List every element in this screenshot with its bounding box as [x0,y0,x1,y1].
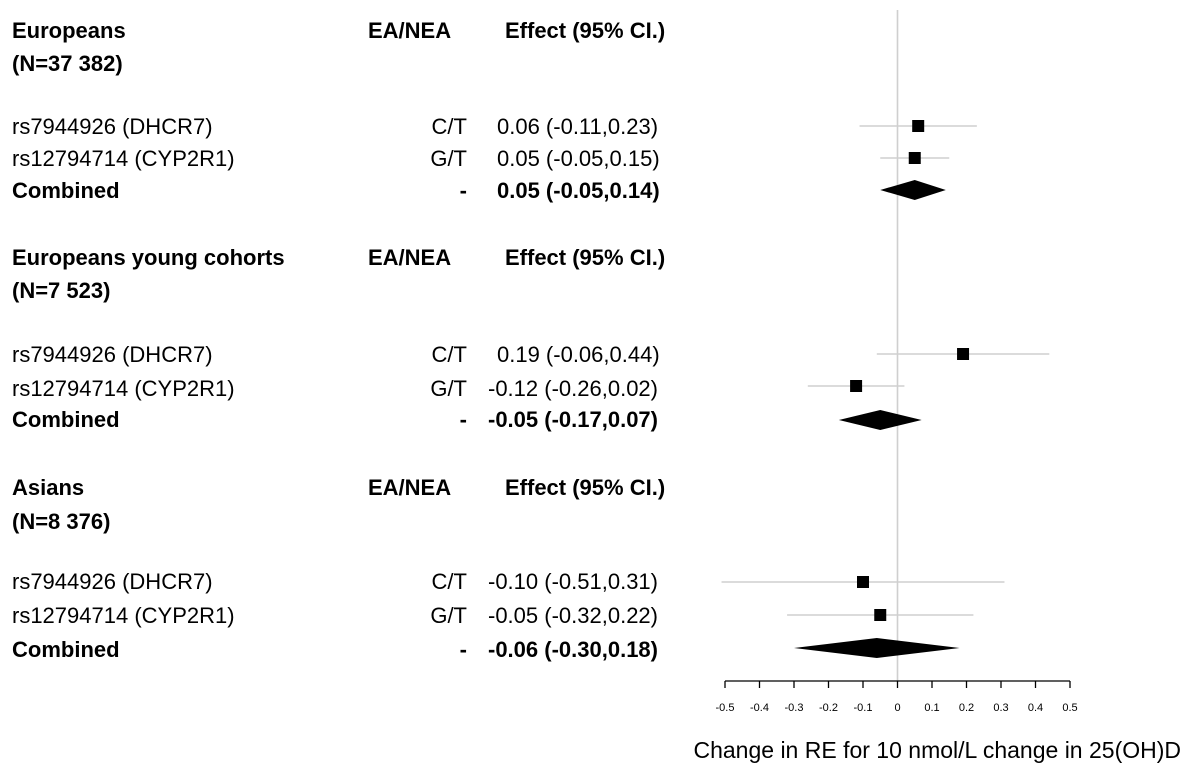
estimate-square [957,348,970,360]
estimate-square [850,380,863,392]
row-ea: G/T [430,376,467,401]
row-ea: G/T [430,146,467,171]
row-effect-combined: 0.05 (-0.05,0.14) [497,178,660,203]
x-tick-label: -0.3 [785,702,804,714]
row-effect-combined: -0.05 (-0.17,0.07) [488,407,658,432]
estimate-square [874,609,887,621]
x-tick-label: 0.1 [924,702,939,714]
x-axis-label: Change in RE for 10 nmol/L change in 25(… [693,737,1181,763]
col-header-effect: Effect (95% CI.) [505,475,666,500]
col-header-effect: Effect (95% CI.) [505,245,666,270]
row-ea: C/T [431,569,467,594]
row-label: rs12794714 (CYP2R1) [12,603,235,628]
group-sample-size: (N=7 523) [12,278,111,303]
group-sample-size: (N=8 376) [12,509,111,534]
x-axis: -0.5 -0.4 -0.3 -0.2 -0.1 0 0.1 0.2 0.3 0.4 0.5 [716,680,1078,714]
forest-table: Europeans (N=37 382) EA/NEA Effect (95% … [12,18,666,662]
col-header-ea: EA/NEA [368,475,452,500]
group-sample-size: (N=37 382) [12,51,123,76]
combined-diamond [794,638,960,658]
col-header-effect: Effect (95% CI.) [505,18,666,43]
group-title: Asians [12,475,85,500]
x-tick-label: -0.1 [854,702,873,714]
row-ea: G/T [430,603,467,628]
x-tick-label: -0.4 [750,702,769,714]
row-ea: - [459,637,467,662]
estimate-square [857,576,869,588]
col-header-ea: EA/NEA [368,18,452,43]
row-label: rs7944926 (DHCR7) [12,114,213,139]
x-tick-label: -0.2 [819,702,838,714]
row-effect: -0.12 (-0.26,0.02) [488,376,658,401]
row-ea: - [459,178,467,203]
row-label-combined: Combined [12,178,120,203]
estimate-markers-layer [794,120,970,658]
row-effect: 0.19 (-0.06,0.44) [497,342,660,367]
row-effect-combined: -0.06 (-0.30,0.18) [488,637,658,662]
row-label: rs7944926 (DHCR7) [12,342,213,367]
x-tick-label: 0.2 [959,702,974,714]
x-tick-label: 0.5 [1062,702,1077,714]
row-label: rs7944926 (DHCR7) [12,569,213,594]
row-label-combined: Combined [12,637,120,662]
combined-diamond [838,410,922,430]
row-label: rs12794714 (CYP2R1) [12,146,235,171]
x-tick-label: 0.4 [1028,702,1043,714]
confidence-intervals-layer [721,125,1050,616]
row-ea: - [459,407,467,432]
estimate-square [908,152,921,164]
row-effect: -0.10 (-0.51,0.31) [488,569,658,594]
row-effect: -0.05 (-0.32,0.22) [488,603,658,628]
row-ea: C/T [431,342,467,367]
x-tick-label: 0.3 [993,702,1008,714]
x-tick-label: 0 [894,702,900,714]
x-tick-label: -0.5 [716,702,735,714]
row-ea: C/T [431,114,467,139]
col-header-ea: EA/NEA [368,245,452,270]
row-effect: 0.06 (-0.11,0.23) [497,114,659,139]
estimate-square [912,120,925,132]
combined-diamond [880,180,946,200]
row-label: rs12794714 (CYP2R1) [12,376,235,401]
group-title: Europeans young cohorts [12,245,285,270]
row-effect: 0.05 (-0.05,0.15) [497,146,660,171]
group-title: Europeans [12,18,126,43]
row-label-combined: Combined [12,407,120,432]
